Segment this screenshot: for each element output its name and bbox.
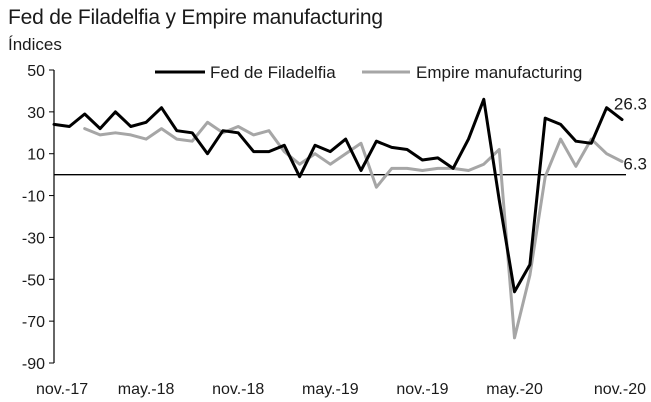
x-tick-label: nov.-18 [212, 381, 264, 398]
x-tick-label: nov.-17 [36, 381, 88, 398]
x-tick-label: may.-18 [118, 381, 175, 398]
y-tick-label: 10 [27, 147, 45, 164]
series-line-fed-filadelfia [52, 97, 624, 294]
end-label-empire-manufacturing: 6.3 [623, 154, 647, 173]
legend-label: Fed de Filadelfia [210, 63, 336, 82]
axes [53, 70, 626, 363]
end-labels: 26.3 6.3 [614, 95, 647, 174]
series-line-empire-manufacturing [83, 120, 624, 340]
y-tick-label: 50 [27, 63, 45, 80]
x-axis-ticks: nov.-17 may.-18 nov.-18 may.-19 nov.-19 may.-… [36, 381, 646, 398]
y-tick-label: -90 [22, 356, 45, 373]
x-tick-label: nov.-20 [594, 381, 646, 398]
end-label-fed-filadelfia: 26.3 [614, 95, 647, 114]
x-tick-label: may.-19 [302, 381, 359, 398]
series-lines [52, 97, 624, 340]
y-tick-label: -50 [22, 272, 45, 289]
y-axis-label: Índices [8, 35, 62, 54]
legend-label: Empire manufacturing [416, 63, 582, 82]
y-tick-label: 30 [27, 105, 45, 122]
y-tick-label: -30 [22, 230, 45, 247]
x-tick-label: may.-20 [486, 381, 543, 398]
chart-title: Fed de Filadelfia y Empire manufacturing [8, 6, 383, 29]
y-axis-ticks: 50 30 10 -10 -30 -50 -70 -90 [22, 63, 54, 373]
legend: Fed de Filadelfia Empire manufacturing [155, 63, 582, 82]
y-tick-label: -70 [22, 314, 45, 331]
y-tick-label: -10 [22, 189, 45, 206]
x-tick-label: nov.-19 [396, 381, 448, 398]
